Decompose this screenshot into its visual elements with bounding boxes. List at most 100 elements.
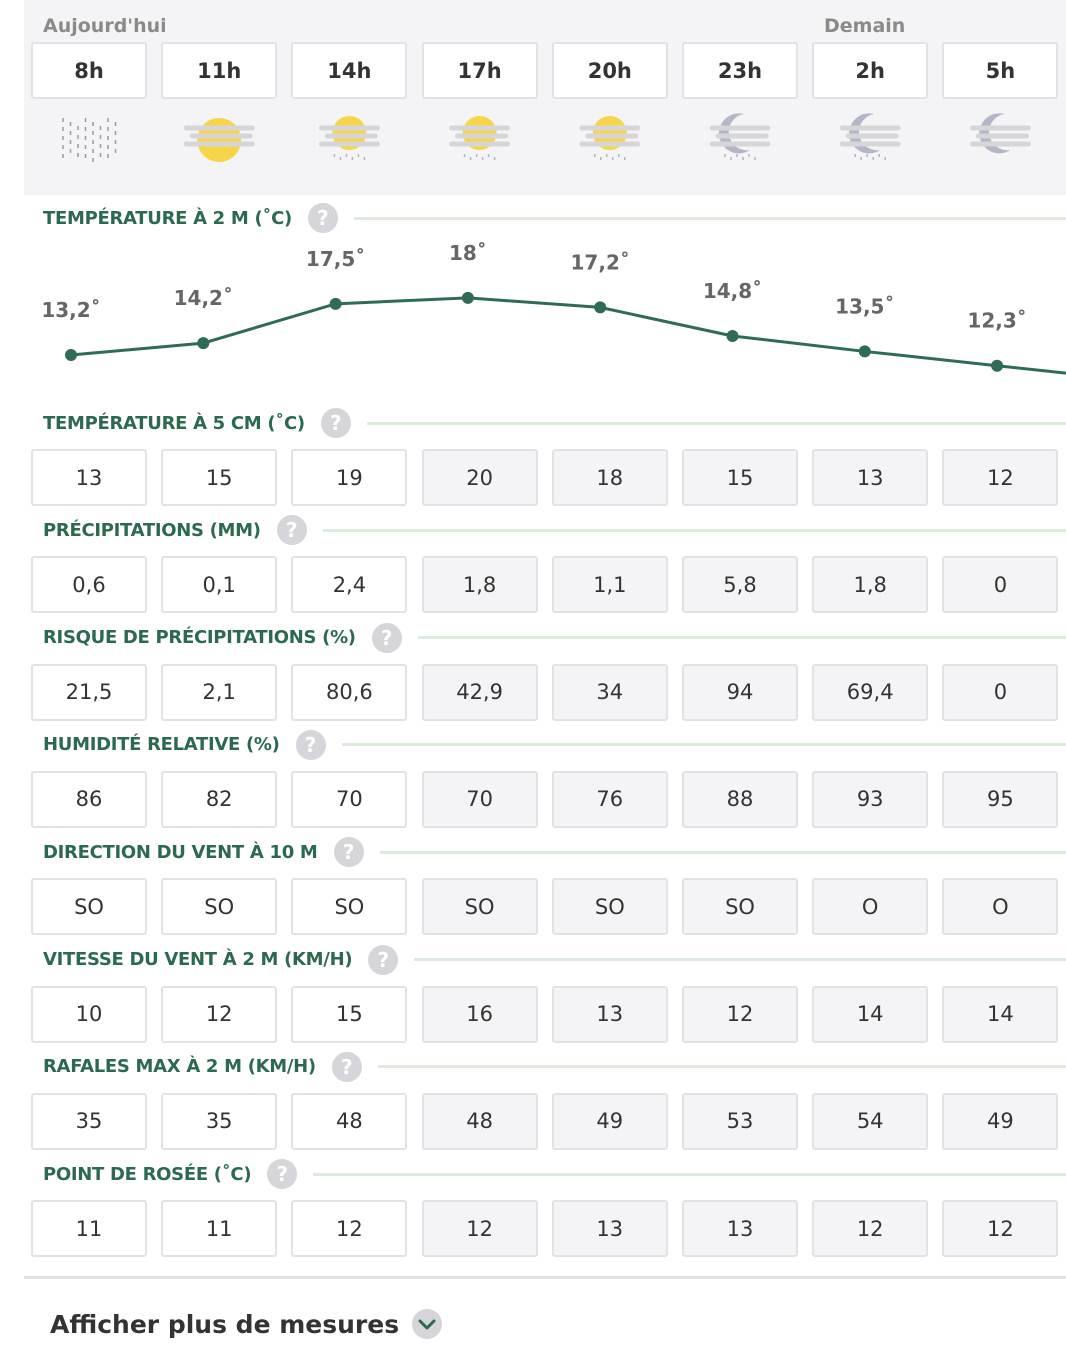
value-cell: 93 [812,770,929,828]
more-button[interactable]: Afficher plus de mesures [50,1308,443,1340]
section-rule [366,421,1066,425]
weather-icon [579,116,641,163]
value-cell: 16 [421,985,538,1043]
moon [718,113,750,154]
value-cell: 14 [812,985,929,1043]
value-cell: 86 [31,770,147,828]
section-header: RAFALES MAX À 2 M (KM/H)? [43,1051,1066,1083]
hour-tab[interactable]: 11h [161,42,278,99]
value-cell: 88 [682,770,798,828]
value-cell: 13 [31,449,147,506]
help-icon[interactable]: ? [295,729,326,760]
temperature-label: 17,2˚ [571,250,630,274]
help-icon[interactable]: ? [368,944,399,975]
value-cell: 15 [161,449,278,506]
section-header: POINT DE ROSÉE (˚C)? [43,1158,1066,1190]
value-cell: 34 [551,663,668,721]
hour-tab[interactable]: 23h [682,42,798,99]
help-icon[interactable]: ? [267,1159,298,1190]
value-cell: 1,8 [812,556,929,614]
section-header: TEMPÉRATURE À 5 CM (˚C)? [43,407,1066,439]
temperature-label: 13,5˚ [835,294,894,318]
section-header: VITESSE DU VENT À 2 M (KM/H)? [43,944,1066,976]
temperature-line [70,296,998,368]
hour-tab[interactable]: 8h [31,42,147,99]
value-cell: 13 [682,1200,798,1258]
value-cell: 0,1 [161,556,278,614]
temperature-line-continuation [996,364,1066,375]
value-cell: 13 [551,1200,668,1258]
value-cell: 2,4 [291,556,408,614]
tomorrow-label: Demain [824,15,906,37]
section-header: RISQUE DE PRÉCIPITATIONS (%)? [43,622,1066,654]
help-icon[interactable]: ? [276,515,307,546]
weather-icon [183,118,255,162]
more-button-label[interactable]: Afficher plus de mesures [50,1309,400,1339]
value-cell: 42,9 [421,663,538,721]
moon [979,113,1011,154]
temperature-label: 17,5˚ [306,247,365,271]
help-icon[interactable]: ? [307,203,338,233]
value-cell: 12 [812,1200,929,1258]
hour-tab[interactable]: 14h [291,42,408,99]
value-cell: 12 [291,1200,408,1258]
value-cell: 76 [551,770,668,828]
weather-icon [62,118,117,162]
temperature-point [991,359,1004,372]
value-cell: 10 [31,985,147,1043]
section-header: PRÉCIPITATIONS (MM)? [43,514,1066,546]
value-cell: 1,8 [421,556,538,614]
value-cell: SO [421,878,538,936]
value-cell: 14 [942,985,1059,1043]
today-label: Aujourd'hui [43,15,167,37]
section-rule [417,636,1066,640]
value-cell: 18 [551,449,668,506]
hour-tab[interactable]: 5h [942,42,1059,99]
temperature-point [197,337,210,350]
value-cell: 0 [942,556,1059,614]
section-rule [322,528,1066,532]
moon [849,113,881,154]
value-cell: SO [682,878,798,936]
temperature-point [329,297,342,310]
weather-icons [62,113,1031,163]
section-title: RAFALES MAX À 2 M (KM/H) [43,1056,316,1078]
temperature-label: 13,2˚ [41,298,100,322]
section-title: HUMIDITÉ RELATIVE (%) [43,734,280,756]
temperature-point [858,345,871,358]
chevron-icon[interactable] [411,1308,443,1340]
value-cell: 12 [161,985,278,1043]
value-cell: 11 [161,1200,278,1258]
hour-tab[interactable]: 2h [812,42,929,99]
value-cell: 70 [291,770,408,828]
value-cell: 53 [682,1092,798,1150]
value-cell: 35 [161,1092,278,1150]
help-icon[interactable]: ? [371,622,402,653]
value-cell: 70 [421,770,538,828]
section-title: POINT DE ROSÉE (˚C) [43,1163,252,1185]
help-icon[interactable]: ? [320,408,351,438]
hour-tab[interactable]: 17h [421,42,538,99]
value-cell: 48 [291,1092,408,1150]
value-cell: 19 [291,449,408,506]
weather-icon [839,113,901,163]
section-header: DIRECTION DU VENT À 10 M? [43,836,1066,868]
value-cell: 0 [942,663,1059,721]
section-rule [377,1065,1066,1069]
value-cell: 21,5 [31,663,147,721]
temperature-point [726,329,739,342]
value-cell: 35 [31,1092,147,1150]
value-cell: 15 [682,449,798,506]
value-cell: 0,6 [31,556,147,614]
value-cell: 5,8 [682,556,798,614]
value-cell: SO [161,878,278,936]
help-icon[interactable]: ? [333,837,364,868]
help-icon[interactable]: ? [331,1051,362,1082]
temperature-point [65,349,77,361]
value-cell: 13 [551,985,668,1043]
value-cell: O [942,878,1059,936]
section-rule [414,958,1066,961]
hour-tab[interactable]: 20h [551,42,668,99]
value-cell: SO [551,878,668,936]
